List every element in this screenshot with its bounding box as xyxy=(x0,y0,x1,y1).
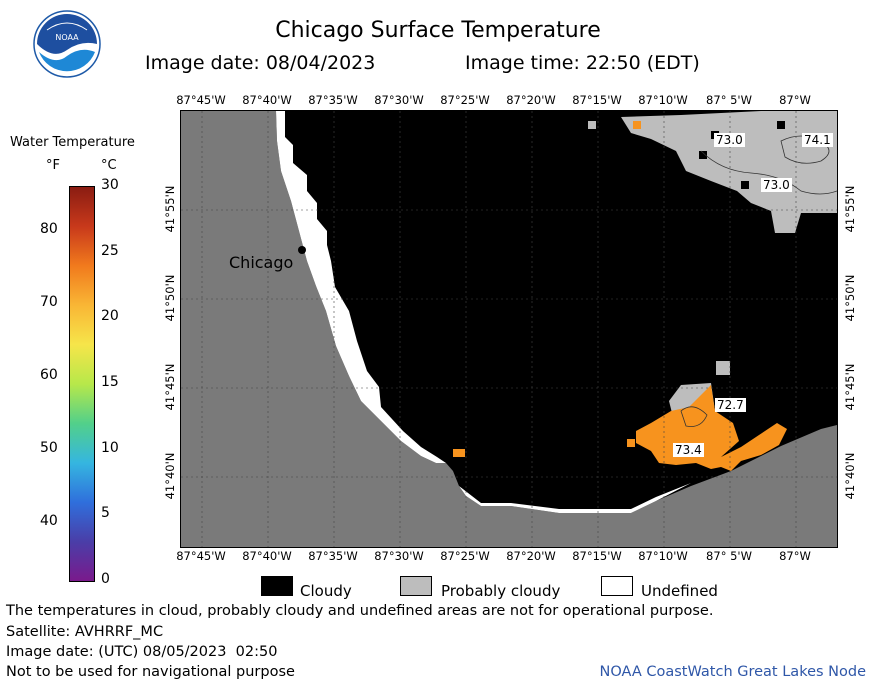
lat-label: 41°40'N xyxy=(843,452,857,500)
graticule xyxy=(181,111,837,547)
temp-value-label: 73.4 xyxy=(673,443,704,457)
cloudy-pixel xyxy=(777,121,785,129)
colorbar-tick-c: 10 xyxy=(101,439,119,456)
utc-date-text: Image date: (UTC) 08/05/2023 02:50 xyxy=(6,644,278,660)
disclaimer-text: The temperatures in cloud, probably clou… xyxy=(6,603,714,619)
lat-label: 41°45'N xyxy=(163,363,177,411)
city-label-chicago: Chicago xyxy=(229,253,294,272)
legend-label-cloudy: Cloudy xyxy=(300,582,352,600)
svg-text:NOAA: NOAA xyxy=(55,33,79,42)
land-area xyxy=(181,111,837,547)
temp-value-label: 74.1 xyxy=(802,133,833,147)
lat-label: 41°50'N xyxy=(163,274,177,322)
colorbar-tick-c: 15 xyxy=(101,374,119,390)
lon-label: 87°10'W xyxy=(638,549,688,563)
probably-cloudy-pixel xyxy=(588,121,596,129)
temp-value-label: 73.0 xyxy=(714,133,745,147)
lon-label: 87°25'W xyxy=(440,93,490,107)
colorbar-tick-c: 5 xyxy=(101,505,110,522)
colorbar-unit-f: °F xyxy=(46,158,60,173)
lon-label: 87°30'W xyxy=(374,549,424,563)
cloudy-pixel xyxy=(741,181,749,189)
temp-value-label: 72.7 xyxy=(715,398,746,412)
map-frame xyxy=(180,110,838,548)
probably-cloudy-pixel xyxy=(716,361,730,375)
page-title: Chicago Surface Temperature xyxy=(275,18,601,43)
image-date: Image date: 08/04/2023 xyxy=(145,52,376,74)
colorbar xyxy=(69,186,95,582)
colorbar-tick-f: 60 xyxy=(40,366,58,383)
legend-swatch-undefined xyxy=(601,576,633,596)
undefined-coast-strip-south xyxy=(459,483,691,513)
lat-label: 41°55'N xyxy=(843,185,857,233)
lat-label: 41°40'N xyxy=(163,452,177,500)
lon-label: 87°15'W xyxy=(572,549,622,563)
lat-label: 41°55'N xyxy=(163,185,177,233)
lat-label: 41°50'N xyxy=(843,274,857,322)
lon-label: 87° 5'W xyxy=(706,93,752,107)
colorbar-tick-f: 80 xyxy=(40,220,58,237)
lon-label: 87°40'W xyxy=(242,93,292,107)
warm-water-pixel xyxy=(633,121,641,129)
probably-cloudy-northeast xyxy=(621,111,837,233)
lon-label: 87°20'W xyxy=(506,93,556,107)
legend-label-undefined: Undefined xyxy=(641,582,718,600)
navigation-warning: Not to be used for navigational purpose xyxy=(6,664,295,680)
lon-label: 87°25'W xyxy=(440,549,490,563)
lon-label: 87°40'W xyxy=(242,549,292,563)
lon-label: 87°35'W xyxy=(308,93,358,107)
undefined-coast-strip xyxy=(276,111,446,463)
noaa-logo: NOAA xyxy=(33,10,101,78)
colorbar-tick-c: 25 xyxy=(101,242,119,259)
cloudy-pixel xyxy=(699,151,707,159)
credit-text: NOAA CoastWatch Great Lakes Node xyxy=(599,664,866,680)
legend-swatch-cloudy xyxy=(261,576,293,596)
lon-label: 87°W xyxy=(779,549,811,563)
lon-label: 87°15'W xyxy=(572,93,622,107)
lon-label: 87°10'W xyxy=(638,93,688,107)
lon-label: 87°45'W xyxy=(176,93,226,107)
lon-label: 87°45'W xyxy=(176,549,226,563)
warm-water-pixel xyxy=(627,439,635,447)
lon-label: 87°35'W xyxy=(308,549,358,563)
colorbar-tick-c: 20 xyxy=(101,308,119,325)
colorbar-tick-f: 70 xyxy=(40,293,58,310)
lat-label: 41°45'N xyxy=(843,363,857,411)
colorbar-title: Water Temperature xyxy=(10,135,135,150)
colorbar-unit-c: °C xyxy=(101,158,117,173)
colorbar-tick-f: 40 xyxy=(40,512,58,529)
warm-water-pixel xyxy=(453,449,465,457)
colorbar-tick-c: 0 xyxy=(101,571,110,587)
chicago-marker xyxy=(298,246,306,254)
image-time: Image time: 22:50 (EDT) xyxy=(465,52,700,74)
lon-label: 87°30'W xyxy=(374,93,424,107)
satellite-text: Satellite: AVHRRF_MC xyxy=(6,624,164,640)
lon-label: 87°20'W xyxy=(506,549,556,563)
legend-swatch-probably-cloudy xyxy=(400,576,432,596)
map-svg xyxy=(181,111,837,547)
temp-value-label: 73.0 xyxy=(761,178,792,192)
lon-label: 87°W xyxy=(779,93,811,107)
legend-label-probably-cloudy: Probably cloudy xyxy=(441,582,561,600)
noaa-logo-icon: NOAA xyxy=(33,10,101,78)
colorbar-tick-c: 30 xyxy=(101,177,119,193)
colorbar-tick-f: 50 xyxy=(40,439,58,456)
lon-label: 87° 5'W xyxy=(706,549,752,563)
